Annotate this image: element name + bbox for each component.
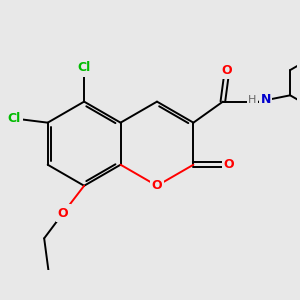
Text: H: H: [248, 94, 256, 104]
Text: O: O: [152, 179, 162, 192]
Text: N: N: [261, 93, 271, 106]
Text: O: O: [224, 158, 235, 171]
Text: Cl: Cl: [8, 112, 21, 125]
Text: Cl: Cl: [77, 61, 91, 74]
Text: O: O: [58, 207, 68, 220]
Text: O: O: [222, 64, 232, 76]
